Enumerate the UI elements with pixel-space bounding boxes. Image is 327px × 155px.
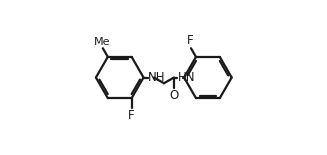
Text: Me: Me xyxy=(94,38,110,47)
Text: HN: HN xyxy=(178,71,195,84)
Text: NH: NH xyxy=(148,71,166,84)
Text: O: O xyxy=(169,89,179,102)
Text: F: F xyxy=(128,109,135,122)
Text: F: F xyxy=(187,34,194,47)
